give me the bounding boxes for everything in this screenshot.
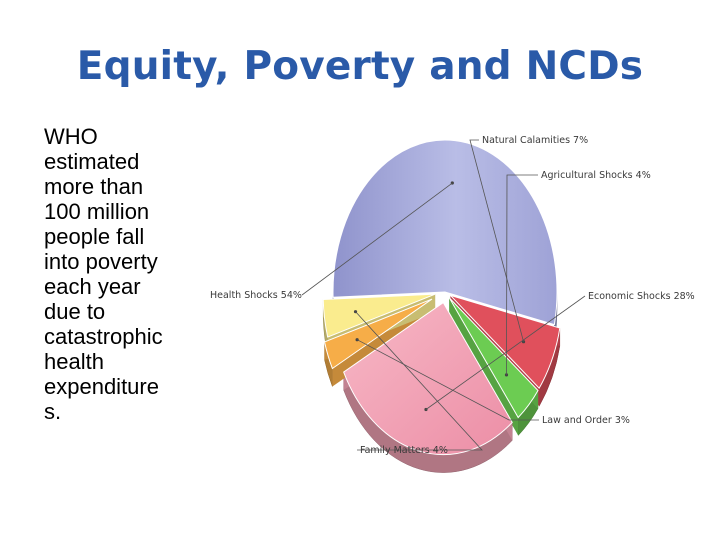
pie-slice-economic-shocks	[343, 301, 513, 456]
slice-label: Health Shocks 54%	[210, 290, 302, 301]
body-line: more than	[44, 174, 144, 199]
body-line: estimated	[44, 149, 140, 174]
pie-tops	[322, 139, 561, 456]
body-line: people fall	[44, 224, 145, 249]
body-line: into poverty	[44, 249, 158, 274]
leader-line	[355, 311, 483, 451]
slice-label: Agricultural Shocks 4%	[541, 170, 651, 181]
leader-line	[356, 339, 539, 421]
pie-slice-family-matters	[322, 293, 436, 338]
pie-slice-law-and-order	[323, 298, 433, 370]
slice-label: Natural Calamities 7%	[482, 135, 588, 146]
leader-line	[301, 182, 453, 296]
body-line: 100 million	[44, 199, 150, 224]
body-line: catastrophic	[44, 324, 163, 349]
body-text: WHO estimated more than 100 million peop…	[44, 124, 194, 424]
pie-slice-agricultural-shocks	[448, 297, 539, 419]
slice-label: Family Matters 4%	[360, 445, 448, 456]
pie-slice-health-shocks	[332, 139, 558, 326]
leader-line	[506, 174, 538, 375]
body-line: each year	[44, 274, 141, 299]
body-line: s.	[44, 399, 62, 424]
body-line: health	[44, 349, 104, 374]
body-line: expenditure	[44, 374, 159, 399]
leader-line	[425, 295, 586, 410]
slide-title: Equity, Poverty and NCDs	[76, 44, 644, 89]
leader-line	[469, 139, 524, 342]
pie-slice-natural-calamities	[448, 294, 561, 390]
body-line: due to	[44, 299, 106, 324]
pie-slice-face	[449, 297, 519, 436]
slice-label: Law and Order 3%	[542, 415, 630, 426]
pie-labels: Health Shocks 54% Natural Calamities 7% Ag…	[210, 135, 695, 456]
body-line: WHO	[44, 124, 98, 149]
slice-label: Economic Shocks 28%	[588, 291, 695, 302]
